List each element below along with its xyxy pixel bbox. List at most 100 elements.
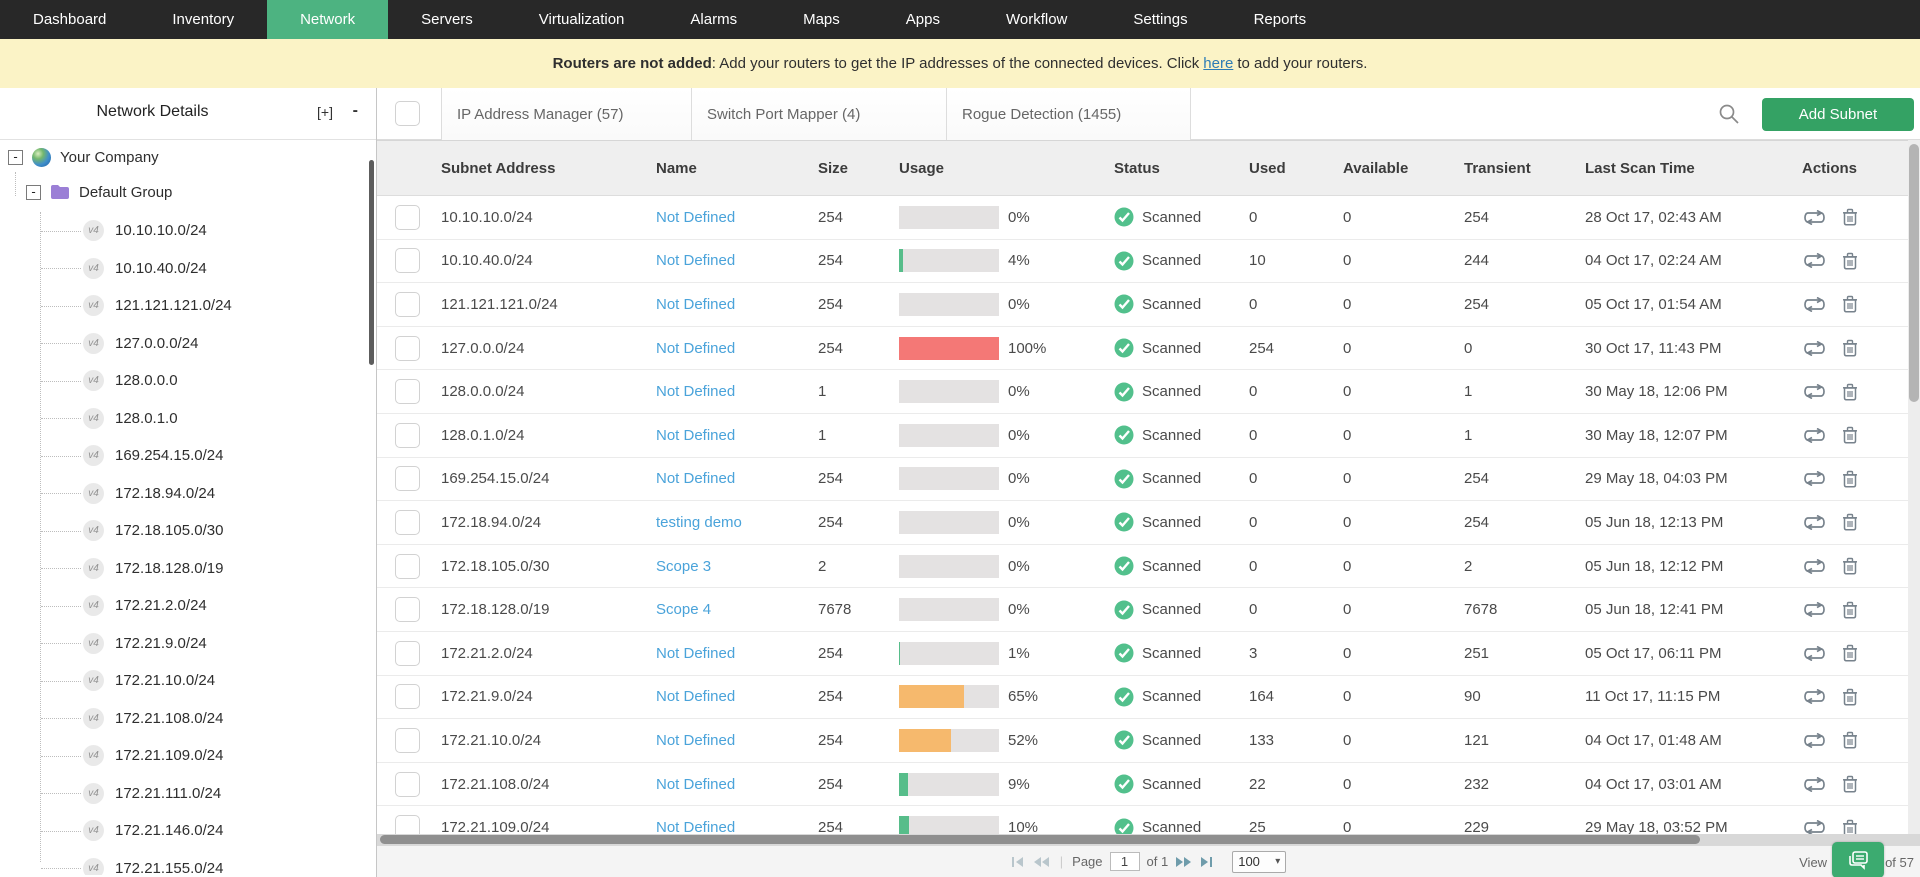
subnet-name-link[interactable]: Not Defined — [656, 775, 736, 793]
tree-subnet-label[interactable]: 127.0.0.0/24 — [115, 334, 199, 352]
delete-icon[interactable] — [1842, 252, 1858, 270]
nav-tab-workflow[interactable]: Workflow — [1005, 11, 1068, 28]
column-header[interactable]: Actions — [1802, 159, 1858, 177]
expand-all-button[interactable]: [+] — [317, 104, 333, 120]
tree-subnet-label[interactable]: 172.21.109.0/24 — [115, 747, 224, 765]
module-tab-1[interactable]: Switch Port Mapper (4) — [691, 88, 946, 140]
collapse-toggle-icon[interactable]: - — [8, 149, 23, 165]
row-checkbox[interactable] — [395, 379, 420, 405]
column-header[interactable]: Transient — [1464, 159, 1531, 177]
rescan-icon[interactable] — [1802, 689, 1827, 705]
tree-subnet-label[interactable]: 169.254.15.0/24 — [115, 447, 224, 465]
row-checkbox[interactable] — [395, 248, 420, 274]
first-page-button[interactable] — [1011, 856, 1026, 868]
delete-icon[interactable] — [1842, 731, 1858, 749]
delete-icon[interactable] — [1842, 339, 1858, 357]
feedback-chat-button[interactable] — [1832, 842, 1884, 877]
row-checkbox[interactable] — [395, 815, 420, 834]
tree-subnet-label[interactable]: 128.0.0.0 — [115, 372, 178, 390]
subnet-name-link[interactable]: Not Defined — [656, 426, 736, 444]
banner-here-link[interactable]: here — [1203, 55, 1234, 72]
vertical-scrollbar[interactable] — [1908, 140, 1920, 834]
nav-tab-network[interactable]: Network — [267, 0, 389, 39]
delete-icon[interactable] — [1842, 470, 1858, 488]
nav-tab-servers[interactable]: Servers — [421, 11, 473, 28]
horizontal-scrollbar[interactable] — [377, 834, 1920, 845]
nav-tab-virtualization[interactable]: Virtualization — [538, 11, 625, 28]
delete-icon[interactable] — [1842, 557, 1858, 575]
page-number-input[interactable] — [1109, 852, 1140, 871]
column-header[interactable]: Subnet Address — [441, 159, 556, 177]
row-checkbox[interactable] — [395, 553, 420, 579]
module-tab-0[interactable]: IP Address Manager (57) — [441, 88, 691, 140]
rescan-icon[interactable] — [1802, 602, 1827, 618]
subnet-name-link[interactable]: Not Defined — [656, 208, 736, 226]
column-header[interactable]: Status — [1114, 159, 1160, 177]
row-checkbox[interactable] — [395, 509, 420, 535]
row-checkbox[interactable] — [395, 335, 420, 361]
rescan-icon[interactable] — [1802, 296, 1827, 312]
tree-root-label[interactable]: Your Company — [60, 148, 159, 166]
delete-icon[interactable] — [1842, 208, 1858, 226]
subnet-name-link[interactable]: Scope 4 — [656, 601, 712, 619]
nav-tab-dashboard[interactable]: Dashboard — [33, 11, 107, 28]
select-all-checkbox[interactable] — [395, 101, 420, 126]
vertical-scrollbar-thumb[interactable] — [1909, 144, 1919, 402]
subnet-name-link[interactable]: Not Defined — [656, 819, 736, 834]
nav-tab-apps[interactable]: Apps — [905, 11, 940, 28]
page-size-select[interactable]: 100 ▾ — [1232, 850, 1287, 873]
rescan-icon[interactable] — [1802, 514, 1827, 530]
collapse-all-button[interactable]: - — [352, 102, 358, 119]
tree-subnet-label[interactable]: 172.21.108.0/24 — [115, 709, 224, 727]
row-checkbox[interactable] — [395, 204, 420, 230]
row-checkbox[interactable] — [395, 422, 420, 448]
delete-icon[interactable] — [1842, 601, 1858, 619]
subnet-name-link[interactable]: Not Defined — [656, 688, 736, 706]
rescan-icon[interactable] — [1802, 776, 1827, 792]
delete-icon[interactable] — [1842, 775, 1858, 793]
last-page-button[interactable] — [1200, 856, 1215, 868]
search-icon[interactable] — [1717, 102, 1741, 126]
next-page-button[interactable] — [1175, 856, 1193, 868]
delete-icon[interactable] — [1842, 688, 1858, 706]
sidebar-scrollbar-thumb[interactable] — [369, 160, 374, 365]
nav-tab-settings[interactable]: Settings — [1133, 11, 1188, 28]
nav-tab-maps[interactable]: Maps — [803, 11, 840, 28]
rescan-icon[interactable] — [1802, 253, 1827, 269]
delete-icon[interactable] — [1842, 383, 1858, 401]
tree-subnet-label[interactable]: 172.18.128.0/19 — [115, 559, 224, 577]
row-checkbox[interactable] — [395, 727, 420, 753]
tree-subnet-label[interactable]: 172.21.2.0/24 — [115, 597, 207, 615]
rescan-icon[interactable] — [1802, 427, 1827, 443]
tree-subnet-label[interactable]: 128.0.1.0 — [115, 409, 178, 427]
tree-subnet-label[interactable]: 172.21.146.0/24 — [115, 822, 224, 840]
rescan-icon[interactable] — [1802, 645, 1827, 661]
row-checkbox[interactable] — [395, 640, 420, 666]
column-header[interactable]: Available — [1343, 159, 1409, 177]
tree-subnet-label[interactable]: 172.21.10.0/24 — [115, 672, 216, 690]
tree-group-label[interactable]: Default Group — [79, 183, 173, 201]
subnet-name-link[interactable]: Not Defined — [656, 295, 736, 313]
subnet-name-link[interactable]: Not Defined — [656, 470, 736, 488]
row-checkbox[interactable] — [395, 597, 420, 623]
rescan-icon[interactable] — [1802, 340, 1827, 356]
delete-icon[interactable] — [1842, 513, 1858, 532]
column-header[interactable]: Last Scan Time — [1585, 159, 1695, 177]
previous-page-button[interactable] — [1033, 856, 1051, 868]
subnet-name-link[interactable]: Not Defined — [656, 383, 736, 401]
column-header[interactable]: Used — [1249, 159, 1286, 177]
rescan-icon[interactable] — [1802, 384, 1827, 400]
horizontal-scrollbar-thumb[interactable] — [380, 835, 1700, 844]
nav-tab-alarms[interactable]: Alarms — [690, 11, 738, 28]
tree-subnet-label[interactable]: 121.121.121.0/24 — [115, 297, 232, 315]
subnet-name-link[interactable]: Not Defined — [656, 644, 736, 662]
delete-icon[interactable] — [1842, 426, 1858, 444]
add-subnet-button[interactable]: Add Subnet — [1762, 98, 1914, 131]
rescan-icon[interactable] — [1802, 471, 1827, 487]
tree-subnet-label[interactable]: 172.21.155.0/24 — [115, 859, 224, 875]
tree-subnet-label[interactable]: 172.18.94.0/24 — [115, 484, 216, 502]
column-header[interactable]: Name — [656, 159, 697, 177]
nav-tab-inventory[interactable]: Inventory — [172, 11, 235, 28]
delete-icon[interactable] — [1842, 295, 1858, 314]
row-checkbox[interactable] — [395, 466, 420, 492]
